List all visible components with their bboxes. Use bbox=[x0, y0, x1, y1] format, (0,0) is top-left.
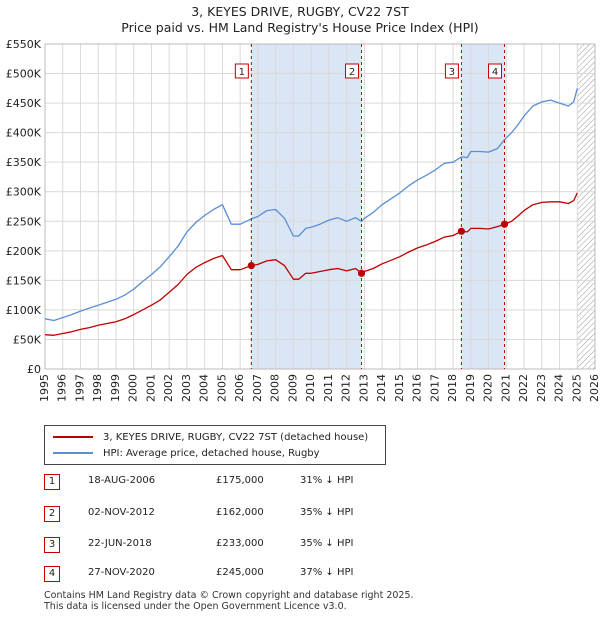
y-tick-label: £550K bbox=[6, 38, 42, 51]
x-tick-label: 1998 bbox=[91, 374, 104, 402]
y-tick-label: £350K bbox=[6, 156, 42, 169]
x-tick-label: 2016 bbox=[411, 374, 424, 402]
sale-point bbox=[457, 227, 466, 235]
x-tick-label: 2011 bbox=[322, 374, 335, 402]
x-tick-label: 2015 bbox=[393, 374, 406, 402]
sale-point bbox=[247, 261, 255, 270]
x-tick-label: 2017 bbox=[428, 374, 441, 402]
transaction-badge: 1 bbox=[44, 474, 60, 490]
sale-label-box bbox=[488, 63, 503, 79]
x-tick-label: 2009 bbox=[286, 374, 299, 402]
x-tick-label: 1999 bbox=[109, 374, 122, 402]
transaction-row: 1 18-AUG-2006 £175,000 31% ↓ HPI bbox=[44, 474, 544, 490]
x-tick-label: 2008 bbox=[269, 374, 282, 402]
sale-point bbox=[500, 220, 509, 228]
sale-label: 2 bbox=[349, 67, 355, 78]
sale-period-shade bbox=[251, 44, 362, 369]
transaction-hpi: 35% ↓ HPI bbox=[300, 538, 354, 549]
x-tick-label: 2018 bbox=[446, 374, 459, 402]
transaction-hpi: 37% ↓ HPI bbox=[300, 567, 354, 578]
transaction-price: £162,000 bbox=[216, 507, 264, 518]
x-tick-label: 2003 bbox=[180, 374, 193, 402]
legend-label-hpi: HPI: Average price, detached house, Rugb… bbox=[103, 447, 320, 459]
transaction-date: 27-NOV-2020 bbox=[88, 567, 155, 578]
x-tick-label: 2021 bbox=[499, 374, 512, 402]
y-tick-label: £100K bbox=[6, 304, 42, 317]
transaction-row: 4 27-NOV-2020 £245,000 37% ↓ HPI bbox=[44, 566, 544, 582]
sale-label: 4 bbox=[492, 67, 498, 78]
y-tick-label: £450K bbox=[6, 97, 42, 110]
sale-markers: 1 2 3 4 bbox=[234, 44, 509, 369]
x-tick-label: 2012 bbox=[340, 374, 353, 402]
legend-label-property: 3, KEYES DRIVE, RUGBY, CV22 7ST (detache… bbox=[103, 431, 369, 443]
x-tick-label: 1997 bbox=[73, 374, 86, 402]
sale-label-box bbox=[444, 63, 459, 79]
y-tick-label: £250K bbox=[6, 215, 42, 228]
y-tick-label: £150K bbox=[6, 274, 42, 287]
property-price-line bbox=[44, 192, 578, 336]
sale-point bbox=[357, 269, 366, 277]
legend-swatch-hpi bbox=[53, 452, 93, 454]
transaction-price: £175,000 bbox=[216, 475, 264, 486]
transaction-row: 2 02-NOV-2012 £162,000 35% ↓ HPI bbox=[44, 506, 544, 522]
transaction-hpi: 35% ↓ HPI bbox=[300, 507, 354, 518]
shaded-regions bbox=[45, 44, 595, 369]
x-tick-label: 2024 bbox=[553, 374, 566, 402]
transaction-date: 18-AUG-2006 bbox=[88, 475, 156, 486]
x-tick-label: 2026 bbox=[588, 374, 600, 402]
x-tick-label: 2020 bbox=[482, 374, 495, 402]
x-tick-label: 2007 bbox=[251, 374, 264, 402]
x-tick-label: 2002 bbox=[162, 374, 175, 402]
x-tick-label: 2022 bbox=[517, 374, 530, 402]
x-tick-label: 2025 bbox=[570, 374, 583, 402]
y-tick-label: £400K bbox=[6, 127, 42, 140]
forecast-hatch bbox=[577, 44, 595, 369]
x-tick-label: 1996 bbox=[56, 374, 69, 402]
y-tick-label: £0 bbox=[27, 363, 41, 376]
chart-subtitle: Price paid vs. HM Land Registry's House … bbox=[121, 20, 479, 35]
x-tick-label: 2004 bbox=[198, 374, 211, 402]
legend: 3, KEYES DRIVE, RUGBY, CV22 7ST (detache… bbox=[44, 425, 386, 465]
y-tick-label: £200K bbox=[6, 245, 42, 258]
legend-item-property: 3, KEYES DRIVE, RUGBY, CV22 7ST (detache… bbox=[53, 430, 368, 444]
transaction-price: £233,000 bbox=[216, 538, 264, 549]
plot-frame bbox=[44, 43, 596, 370]
sale-label: 1 bbox=[239, 67, 245, 78]
y-tick-label: £500K bbox=[6, 68, 42, 81]
y-tick-label: £50K bbox=[13, 333, 42, 346]
x-tick-label: 1995 bbox=[38, 374, 51, 402]
x-tick-label: 2006 bbox=[233, 374, 246, 402]
hpi-line bbox=[44, 88, 578, 322]
transaction-date: 02-NOV-2012 bbox=[88, 507, 155, 518]
x-tick-label: 2013 bbox=[357, 374, 370, 402]
price-chart: 1995 1996 1997 1998 1999 2000 2001 2002 2003 2004… bbox=[6, 38, 600, 402]
legend-item-hpi: HPI: Average price, detached house, Rugb… bbox=[53, 446, 320, 460]
transaction-row: 3 22-JUN-2018 £233,000 35% ↓ HPI bbox=[44, 537, 544, 553]
series-lines bbox=[44, 88, 578, 336]
x-tick-label: 2001 bbox=[144, 374, 157, 402]
transaction-badge: 2 bbox=[44, 506, 60, 522]
transaction-badge: 3 bbox=[44, 537, 60, 553]
sale-label-box bbox=[345, 63, 360, 79]
x-tick-label: 2023 bbox=[535, 374, 548, 402]
sale-label-box bbox=[234, 63, 249, 79]
chart-title: 3, KEYES DRIVE, RUGBY, CV22 7ST bbox=[191, 4, 409, 19]
y-tick-label: £300K bbox=[6, 186, 42, 199]
transaction-date: 22-JUN-2018 bbox=[88, 538, 152, 549]
footer-copyright: Contains HM Land Registry data © Crown c… bbox=[44, 590, 414, 601]
transaction-badge: 4 bbox=[44, 566, 60, 582]
axes: 1995 1996 1997 1998 1999 2000 2001 2002 2003 2004… bbox=[6, 38, 600, 402]
x-tick-label: 2010 bbox=[304, 374, 317, 402]
footer-licence: This data is licensed under the Open Gov… bbox=[44, 601, 347, 612]
x-tick-label: 2019 bbox=[464, 374, 477, 402]
x-tick-label: 2000 bbox=[127, 374, 140, 402]
legend-swatch-property bbox=[53, 436, 93, 438]
x-tick-label: 2014 bbox=[375, 374, 388, 402]
transaction-hpi: 31% ↓ HPI bbox=[300, 475, 354, 486]
x-tick-label: 2005 bbox=[215, 374, 228, 402]
transaction-price: £245,000 bbox=[216, 567, 264, 578]
sale-period-shade bbox=[461, 44, 505, 369]
sale-label: 3 bbox=[449, 67, 455, 78]
